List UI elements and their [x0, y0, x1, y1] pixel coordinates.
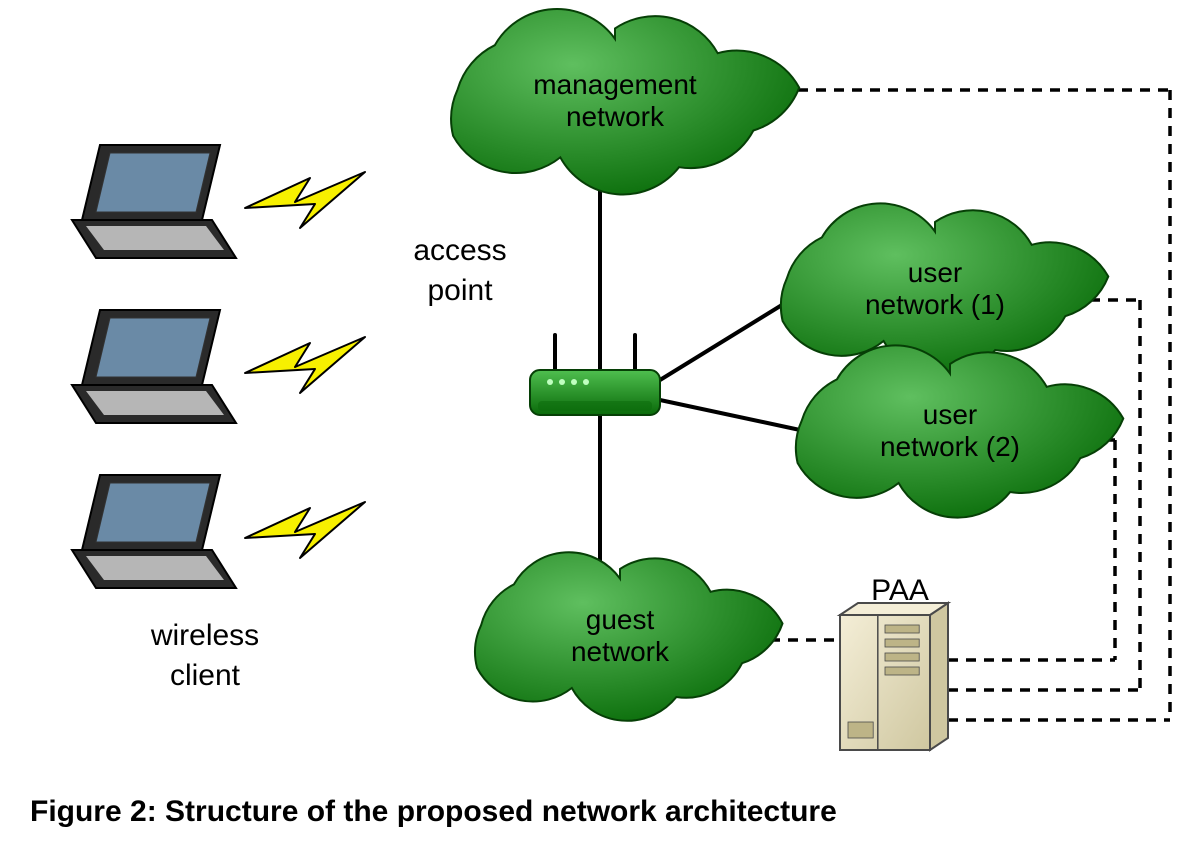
network-diagram: managementnetworkusernetwork (1)usernetw…	[0, 0, 1200, 852]
figure-caption: Figure 2: Structure of the proposed netw…	[30, 795, 837, 829]
svg-text:user: user	[908, 257, 962, 288]
svg-text:network: network	[566, 101, 665, 132]
svg-text:network (1): network (1)	[865, 289, 1005, 320]
lightning-icon	[245, 172, 365, 228]
laptop-icons	[72, 145, 236, 588]
server-icon	[840, 603, 948, 750]
svg-text:network (2): network (2)	[880, 431, 1020, 462]
cloud-user2: usernetwork (2)	[796, 345, 1123, 517]
network-clouds: managementnetworkusernetwork (1)usernetw…	[451, 9, 1123, 721]
access-point-icon	[530, 335, 660, 415]
paa-label: PAA	[871, 574, 929, 607]
cloud-user1: usernetwork (1)	[781, 203, 1108, 375]
svg-text:guest: guest	[586, 604, 655, 635]
svg-text:client: client	[170, 659, 241, 692]
svg-text:network: network	[571, 636, 670, 667]
cloud-guest: guestnetwork	[475, 552, 782, 720]
wireless-client-label: wireless	[150, 619, 259, 652]
svg-text:management: management	[533, 69, 697, 100]
access-point-label: access	[413, 234, 506, 267]
laptop-icon	[72, 310, 236, 423]
cloud-management: managementnetwork	[451, 9, 799, 194]
svg-text:point: point	[427, 274, 493, 307]
lightning-icons	[245, 172, 365, 558]
lightning-icon	[245, 502, 365, 558]
svg-text:user: user	[923, 399, 977, 430]
lightning-icon	[245, 337, 365, 393]
laptop-icon	[72, 145, 236, 258]
laptop-icon	[72, 475, 236, 588]
